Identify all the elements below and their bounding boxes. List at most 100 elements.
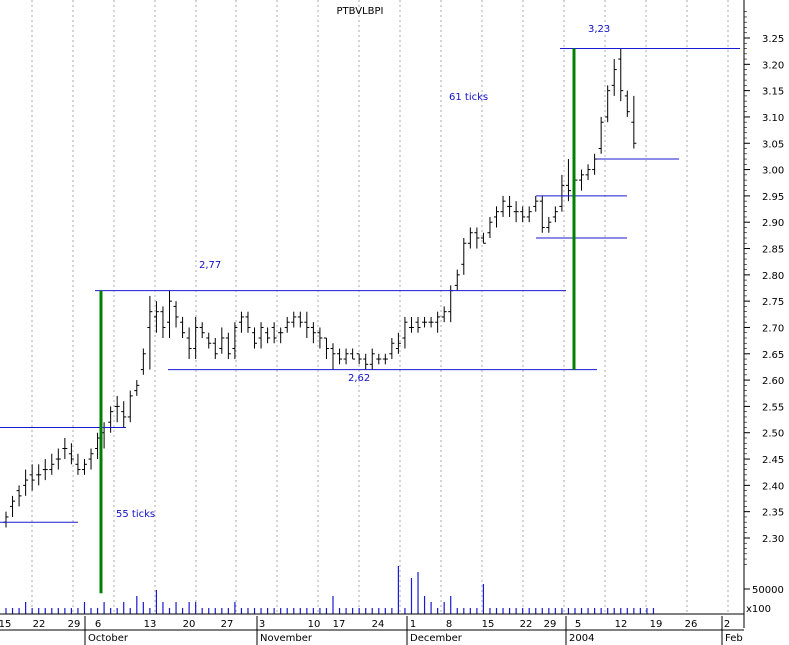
x-day-label: 12 [615, 619, 628, 630]
ohlc-bar [526, 206, 532, 223]
ohlc-bar [474, 227, 480, 249]
y-tick-label: 2.75 [762, 297, 784, 308]
ohlc-bar [579, 169, 585, 191]
ohlc-bar [10, 495, 16, 517]
y-tick-label: 3.00 [762, 166, 784, 177]
ohlc-bar [173, 301, 179, 328]
ohlc-bar [422, 316, 428, 328]
ohlc-bar [42, 459, 48, 481]
x-day-label: 22 [33, 619, 46, 630]
ohlc-bar [415, 316, 421, 333]
ohlc-bar [343, 348, 349, 365]
y-tick-label: 2.45 [762, 455, 784, 466]
ohlc-bar [153, 301, 159, 333]
ohlc-bar [552, 206, 558, 223]
ohlc-bar [408, 316, 414, 333]
ohlc-bar [127, 390, 133, 423]
ohlc-bar [559, 174, 565, 212]
ohlc-bar [193, 316, 199, 360]
ohlc-bar [592, 153, 598, 175]
ohlc-bar [323, 337, 329, 360]
ohlc-bar [350, 348, 356, 360]
ohlc-bar [238, 311, 244, 333]
ohlc-bar [55, 448, 61, 470]
ohlc-bar [480, 232, 486, 244]
grid-lines [31, 0, 729, 614]
ohlc-bar [494, 206, 499, 228]
x-day-label: 24 [372, 619, 385, 630]
y-tick-label: 2.35 [762, 508, 784, 519]
ohlc-bar [513, 201, 519, 223]
annotation-277: 2,77 [199, 260, 221, 271]
volume-tick-label: 50000 [752, 585, 784, 596]
y-tick-label: 2.90 [762, 218, 784, 229]
ohlc-bar [121, 401, 127, 428]
ohlc-bar [624, 90, 630, 117]
x-day-label: 13 [144, 619, 157, 630]
x-day-label: 15 [482, 619, 495, 630]
y-tick-label: 2.65 [762, 350, 784, 361]
x-axis: 15 22 29 6 13 20 27 3 10 17 24 1 8 15 22 29 5 12 19 26 2 Octo… [0, 616, 743, 645]
ohlc-bar [180, 316, 186, 338]
y-tick-label: 3.10 [762, 113, 784, 124]
x-day-label: 3 [259, 619, 265, 630]
x-day-label: 17 [333, 619, 346, 630]
ohlc-bar [140, 348, 146, 375]
chart-title: PTBVLBPI [337, 6, 384, 17]
x-day-label: 27 [221, 619, 234, 630]
ohlc-bar [278, 327, 284, 344]
ohlc-bar [402, 316, 408, 349]
ohlc-bar [585, 164, 591, 181]
ohlc-bar [252, 327, 258, 349]
x-day-label: 20 [183, 619, 196, 630]
ohlc-bar [160, 306, 166, 338]
ohlc-bar [186, 327, 192, 360]
ohlc-bar [16, 485, 22, 507]
ohlc-bar [605, 85, 611, 123]
x-month-label: December [410, 633, 463, 644]
x-month-label: 2004 [569, 633, 594, 644]
y-tick-label: 3.15 [762, 87, 784, 98]
ohlc-bar [23, 469, 29, 496]
ohlc-bar [337, 348, 343, 365]
ohlc-bar [363, 353, 369, 370]
annotation-61-ticks: 61 ticks [449, 92, 488, 103]
x-day-label: 6 [95, 619, 101, 630]
y-tick-label: 2.95 [762, 192, 784, 203]
y-tick-label: 2.30 [762, 534, 784, 545]
ohlc-bar [376, 353, 382, 365]
y-tick-label: 2.70 [762, 323, 784, 334]
annotation-262: 2,62 [348, 373, 370, 384]
ohlc-bar [435, 311, 441, 333]
ohlc-bar [134, 380, 140, 396]
ohlc-bar [428, 316, 434, 328]
ohlc-bar [114, 395, 120, 423]
ohlc-bar [167, 290, 172, 338]
ohlc-bar [369, 348, 375, 370]
ohlc-bar [520, 206, 526, 223]
ohlc-bar [258, 322, 264, 349]
ohlc-bar [68, 443, 74, 465]
price-bars [3, 48, 637, 528]
x-day-label: 29 [544, 619, 557, 630]
y-tick-label: 2.55 [762, 402, 784, 413]
ohlc-bar [232, 322, 238, 360]
ohlc-bar [467, 227, 473, 249]
ohlc-bar [62, 437, 68, 460]
x-day-label: 8 [446, 619, 452, 630]
ohlc-bar [546, 216, 552, 233]
ohlc-bar [88, 448, 94, 470]
ohlc-bar [310, 322, 316, 344]
x-day-label: 10 [308, 619, 321, 630]
y-tick-label: 3.05 [762, 139, 784, 150]
ohlc-bar [330, 343, 336, 370]
ohlc-bar [297, 311, 303, 328]
annotation-323: 3,23 [588, 24, 610, 35]
ohlc-bar [487, 216, 493, 238]
ohlc-bar [147, 295, 153, 370]
ohlc-bar [95, 432, 101, 460]
ohlc-bar [533, 195, 539, 212]
ohlc-bar [81, 459, 87, 475]
ohlc-bar [565, 159, 571, 202]
